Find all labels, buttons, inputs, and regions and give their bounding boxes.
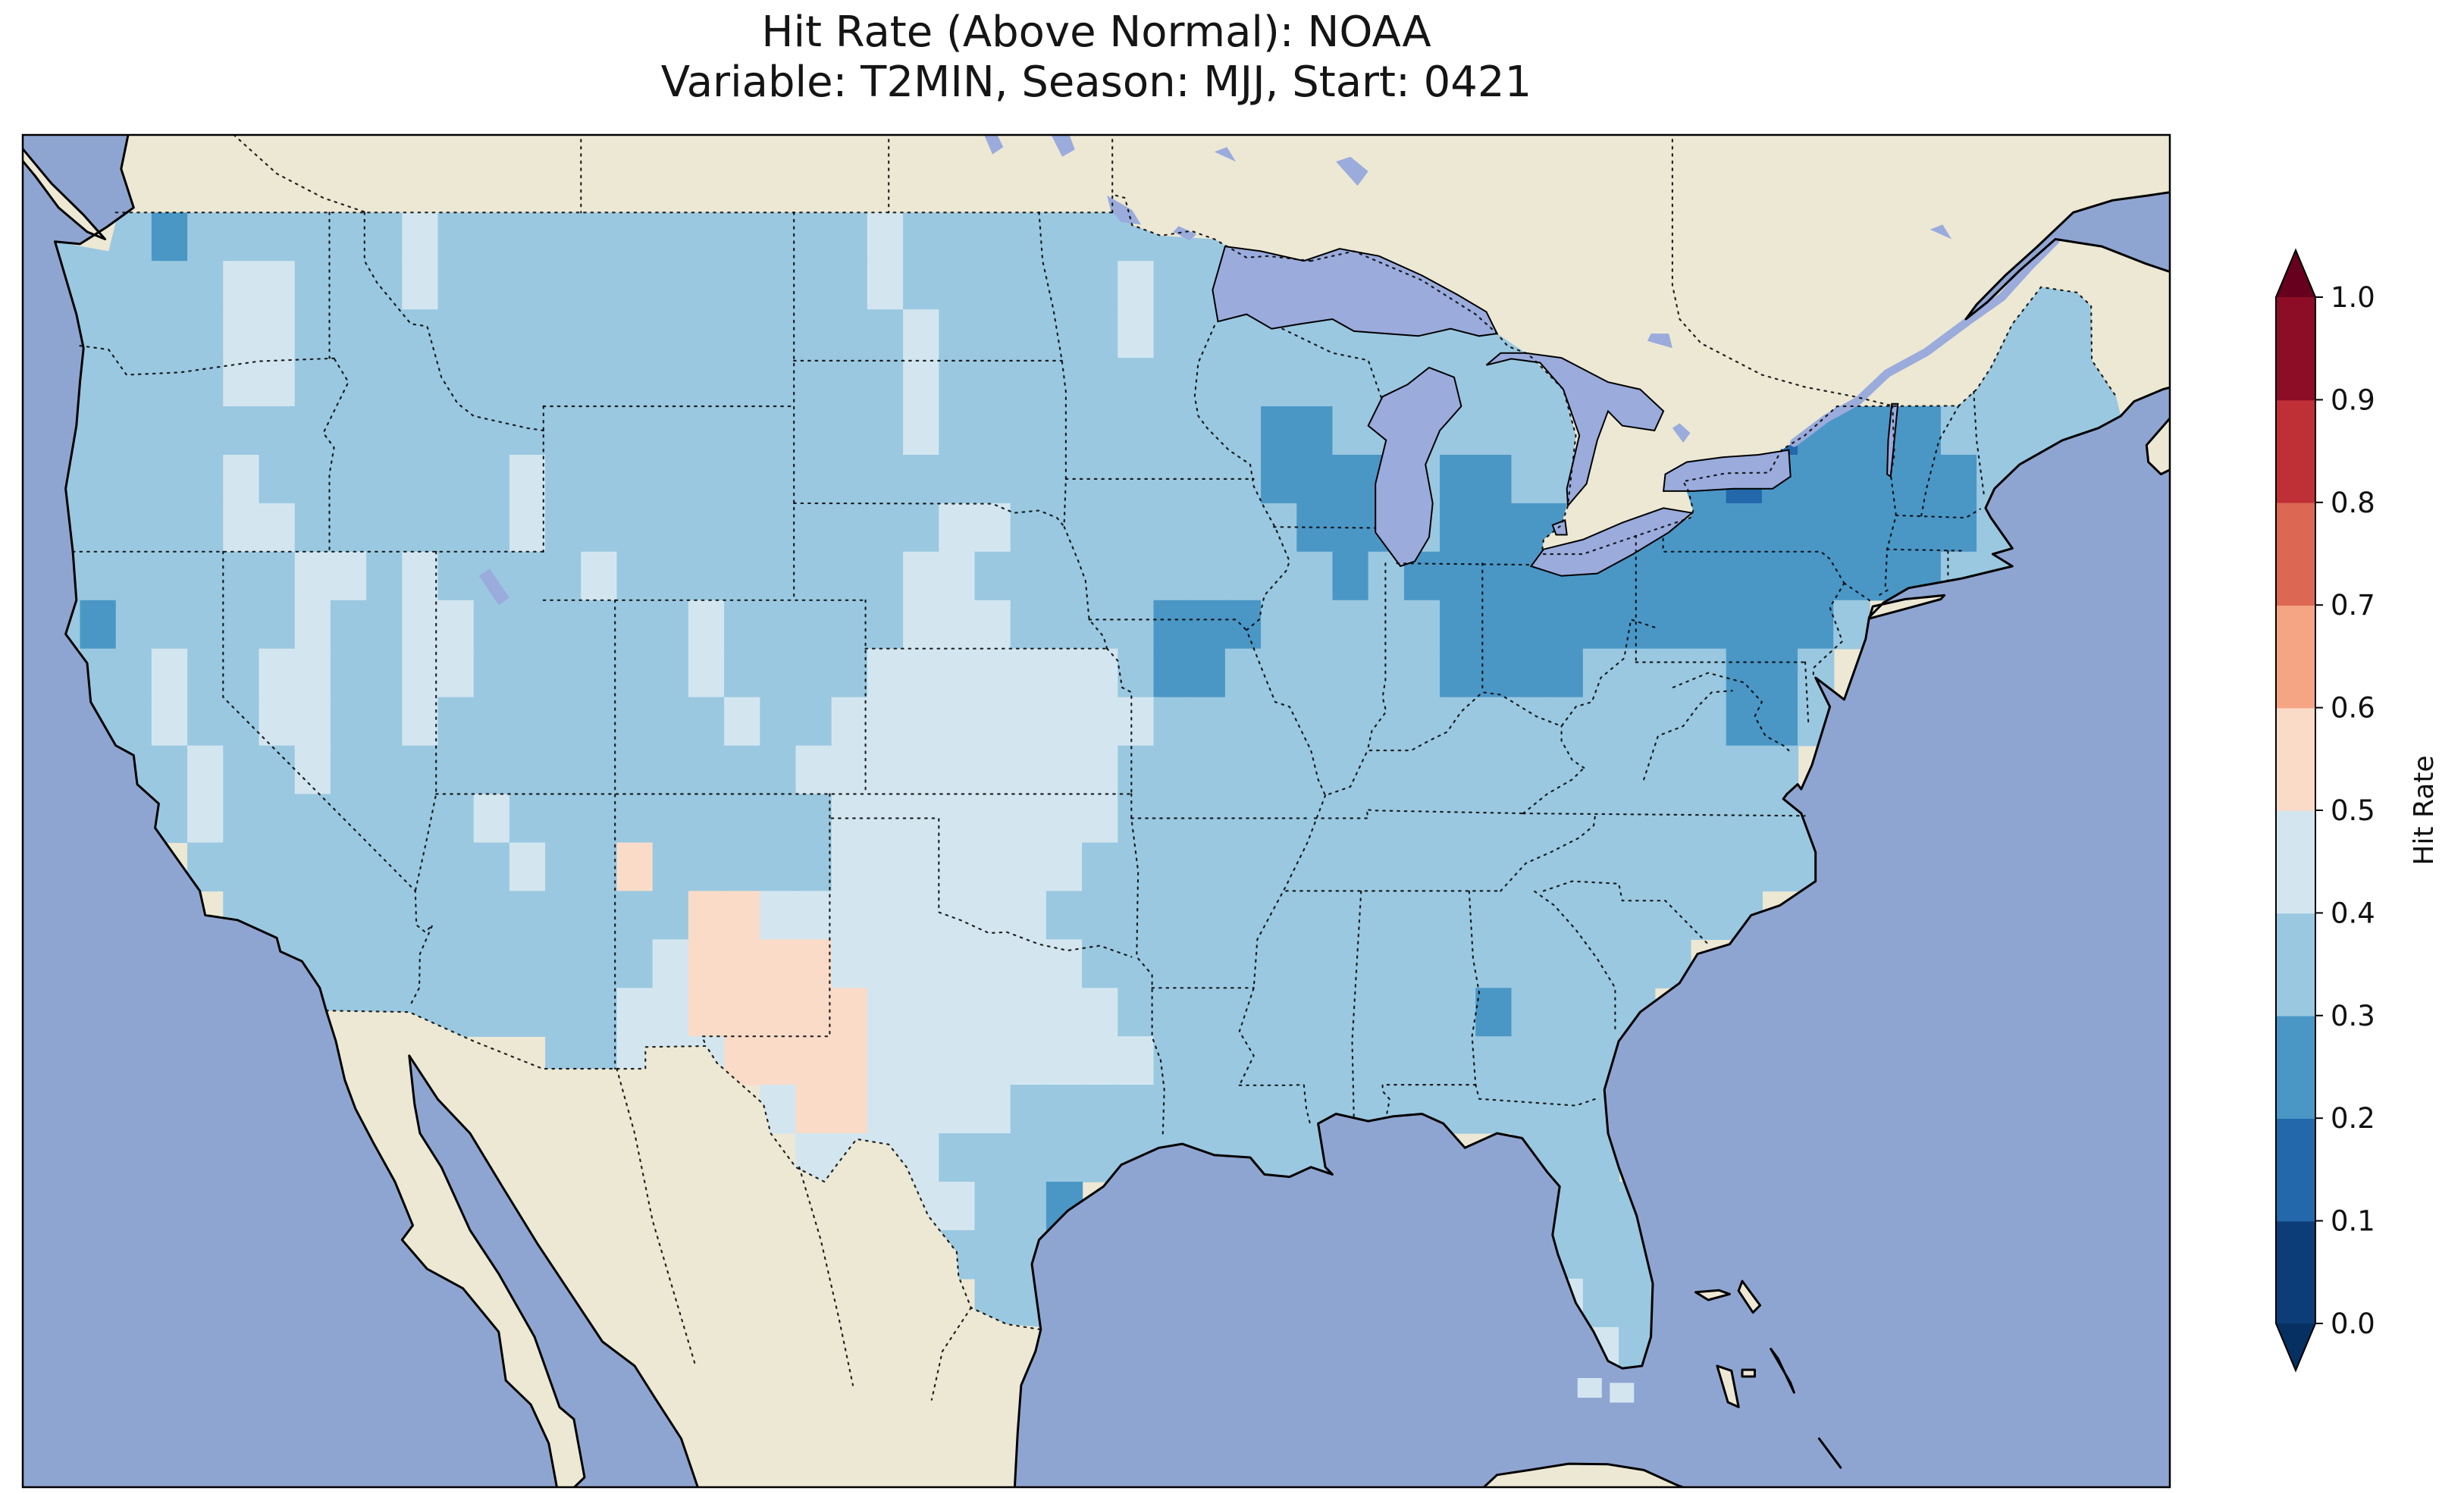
colorbar: 0.0 0.1 0.2 0.3 0.4 0.5 0.6 0.7 0.8 0.9 1.0 Hit Rat… xyxy=(2275,248,2440,1373)
island xyxy=(1695,1290,1730,1300)
lake xyxy=(1173,226,1197,241)
island xyxy=(1716,1366,1739,1408)
lake xyxy=(1214,147,1237,162)
st-lawrence-river xyxy=(1789,236,2060,447)
colorbar-tick-label: 0.7 xyxy=(2331,589,2375,622)
colorbar-box xyxy=(2276,1220,2315,1324)
title-line-1: Hit Rate (Above Normal): NOAA xyxy=(761,8,1431,57)
lake xyxy=(1107,195,1141,225)
great-lake xyxy=(1485,352,1665,508)
coastlines xyxy=(23,135,2170,1487)
colorbar-box xyxy=(2276,1015,2315,1119)
colorbar-box xyxy=(2276,810,2315,914)
grid-cell-keys xyxy=(1577,1378,1602,1398)
lake xyxy=(478,568,509,606)
colorbar-axis-label: Hit Rate xyxy=(2409,755,2440,865)
colorbar-box xyxy=(2276,605,2315,709)
island xyxy=(1742,1370,1755,1377)
colorbar-tick-label: 0.5 xyxy=(2331,794,2375,827)
map-frame xyxy=(21,133,2171,1489)
map-canvas xyxy=(23,135,2170,1487)
grid-cell-keys xyxy=(1610,1383,1635,1403)
great-lake xyxy=(1662,449,1792,492)
political-borders xyxy=(72,135,2118,1401)
colorbar-tick-label: 0.3 xyxy=(2331,1000,2375,1032)
lake xyxy=(1930,224,1952,240)
colorbar-tick-label: 0.1 xyxy=(2331,1205,2375,1238)
colorbar-tick-label: 1.0 xyxy=(2331,281,2375,314)
colorbar-tick-label: 0.8 xyxy=(2331,487,2375,519)
colorbar-extend-arrow-low xyxy=(2276,1323,2315,1370)
colorbar-box xyxy=(2276,913,2315,1016)
colorbar-box xyxy=(2276,707,2315,811)
colorbar-tick-label: 0.0 xyxy=(2331,1308,2375,1340)
lake xyxy=(1051,135,1075,157)
colorbar-box xyxy=(2276,297,2315,401)
island xyxy=(2146,418,2170,475)
lake xyxy=(1647,334,1672,349)
colorbar-box xyxy=(2276,1118,2315,1222)
great-lake xyxy=(1367,366,1462,568)
colorbar-box xyxy=(2276,502,2315,606)
colorbar-box xyxy=(2276,399,2315,503)
colorbar-extend-arrow-high xyxy=(2276,250,2315,297)
colorbar-tick-label: 0.4 xyxy=(2331,897,2375,929)
hit-rate-grid xyxy=(55,212,2121,1369)
colorbar-tick-label: 0.6 xyxy=(2331,692,2375,725)
colorbar-tick-label: 0.2 xyxy=(2331,1102,2375,1135)
colorbar-tick-label: 0.9 xyxy=(2331,384,2375,416)
title-line-2: Variable: T2MIN, Season: MJJ, Start: 042… xyxy=(660,58,1532,107)
island xyxy=(1738,1281,1760,1313)
lake xyxy=(1336,156,1368,186)
lake xyxy=(1672,423,1691,443)
lake xyxy=(984,135,1004,155)
figure-title: Hit Rate (Above Normal): NOAA Variable: … xyxy=(23,8,2170,108)
great-lake xyxy=(1886,402,1899,478)
